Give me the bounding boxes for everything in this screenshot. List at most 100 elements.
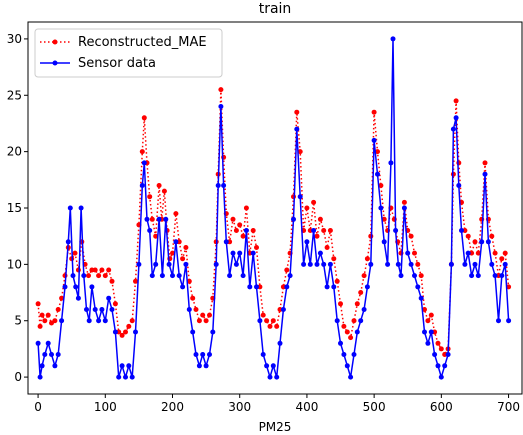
series-1-point-91 [324, 284, 330, 290]
series-1-point-58 [215, 183, 221, 188]
series-0-point-105 [375, 149, 380, 155]
series-0-point-78 [284, 267, 290, 273]
series-0-point-119 [422, 307, 427, 312]
series-1-point-14 [75, 295, 81, 301]
series-1-point-70 [254, 284, 259, 290]
y-tick-label-3: 15 [7, 201, 22, 215]
series-1-point-133 [459, 228, 464, 233]
series-1-point-116 [405, 250, 411, 256]
series-1-point-86 [307, 261, 313, 267]
series-0-point-118 [418, 273, 424, 279]
series-1-point-7 [55, 352, 61, 357]
series-0-point-80 [291, 194, 296, 200]
series-1-point-85 [304, 239, 310, 245]
series-1-point-61 [223, 239, 229, 245]
series-1-point-111 [390, 36, 396, 42]
series-0-point-49 [190, 295, 196, 301]
series-1-point-137 [472, 261, 478, 267]
series-1-point-127 [442, 363, 448, 369]
x-tick-label-7: 700 [497, 400, 520, 414]
series-1-point-123 [428, 329, 434, 335]
series-1-point-100 [354, 329, 360, 335]
series-1-point-37 [147, 228, 153, 233]
series-1-point-44 [170, 273, 175, 279]
series-0-point-71 [260, 312, 266, 318]
series-0-point-27 [123, 329, 128, 335]
series-1-point-36 [144, 216, 150, 222]
series-1-point-77 [277, 340, 283, 346]
series-0-point-29 [129, 318, 135, 324]
series-0-point-113 [401, 199, 407, 205]
series-line-1 [37, 38, 510, 380]
series-1-point-57 [213, 261, 219, 267]
series-0-point-143 [499, 256, 505, 262]
series-0-point-21 [102, 273, 108, 279]
series-1-point-26 [112, 329, 118, 335]
series-0-point-50 [193, 307, 199, 312]
series-1-point-62 [227, 273, 233, 279]
series-0-point-141 [492, 250, 498, 256]
legend-marker-sensor [52, 60, 58, 66]
series-0-point-136 [475, 250, 481, 256]
series-0-point-100 [358, 290, 364, 295]
series-1-point-118 [412, 273, 417, 279]
series-1-point-106 [375, 171, 380, 177]
series-1-point-132 [456, 183, 462, 188]
series-1-point-67 [243, 228, 249, 233]
series-1-point-34 [139, 183, 145, 188]
series-1-point-5 [49, 352, 54, 357]
plot-area [35, 36, 512, 380]
series-0-point-65 [240, 233, 246, 239]
series-1-point-72 [260, 352, 266, 357]
series-1-point-113 [395, 261, 401, 267]
series-1-point-124 [432, 352, 438, 357]
series-1-point-9 [62, 284, 68, 290]
series-1-point-119 [415, 284, 421, 290]
series-1-point-81 [291, 216, 296, 222]
series-0-point-97 [348, 335, 354, 341]
series-0-point-102 [364, 256, 370, 262]
series-1-point-45 [173, 239, 179, 245]
series-0-point-12 [72, 250, 78, 256]
series-1-point-107 [378, 205, 384, 211]
series-1-point-12 [70, 273, 76, 279]
series-0-point-20 [99, 267, 105, 273]
series-1-point-4 [45, 340, 51, 346]
series-0-point-0 [35, 301, 41, 307]
series-1-point-117 [408, 261, 414, 267]
series-1-point-97 [344, 363, 350, 369]
series-0-point-95 [341, 323, 347, 329]
series-1-point-28 [119, 363, 125, 369]
series-0-point-93 [334, 278, 340, 284]
series-1-point-30 [126, 363, 132, 369]
series-1-point-27 [116, 374, 122, 380]
x-tick-label-3: 300 [228, 400, 251, 414]
series-1-point-3 [42, 352, 48, 357]
series-0-point-86 [311, 199, 317, 205]
series-1-point-90 [321, 261, 327, 267]
chart-title: train [259, 1, 292, 17]
y-tick-label-5: 25 [7, 88, 22, 102]
series-1-point-136 [469, 273, 475, 279]
series-0-point-37 [153, 233, 159, 239]
series-0-point-33 [141, 115, 147, 121]
series-0-point-2 [39, 312, 45, 318]
series-0-point-130 [456, 160, 462, 166]
y-tick-label-1: 5 [14, 314, 22, 328]
series-1-point-89 [317, 250, 323, 256]
series-1-point-69 [250, 250, 256, 256]
series-line-0 [37, 89, 510, 356]
series-1-point-115 [401, 205, 407, 211]
series-1-point-66 [240, 273, 246, 279]
series-0-point-73 [267, 323, 273, 329]
series-0-point-81 [294, 109, 300, 115]
series-1-point-42 [163, 216, 169, 222]
series-1-point-74 [267, 374, 273, 380]
series-0-point-36 [149, 216, 155, 222]
x-tick-label-0: 0 [34, 400, 42, 414]
series-0-point-117 [415, 261, 421, 267]
series-0-point-66 [243, 205, 249, 211]
legend-box [34, 28, 223, 78]
series-0-point-72 [264, 318, 270, 324]
